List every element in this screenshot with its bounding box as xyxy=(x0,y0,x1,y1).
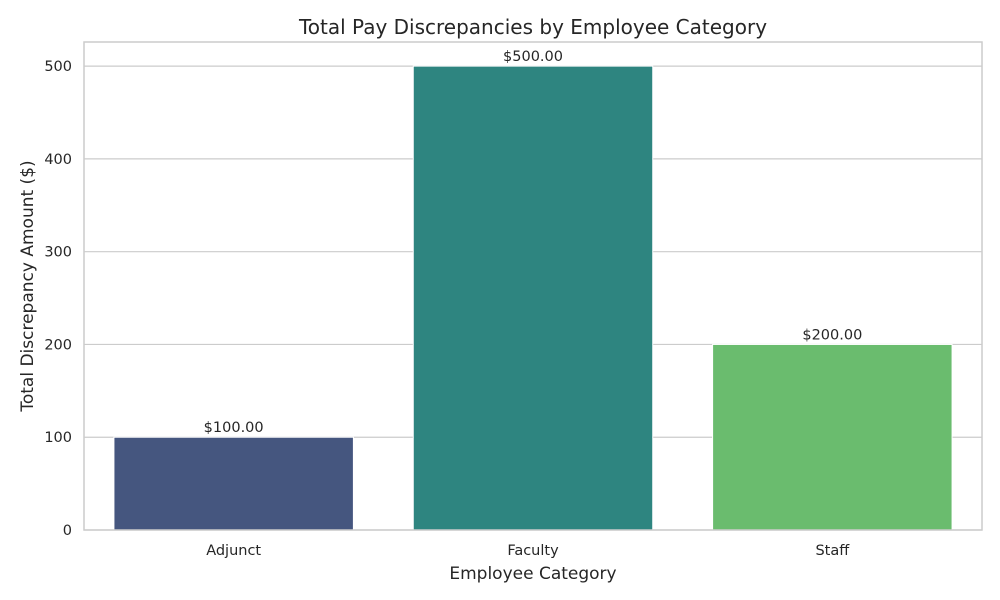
x-tick-label: Staff xyxy=(815,543,850,559)
y-tick-label: 200 xyxy=(44,337,72,353)
y-axis-label: Total Discrepancy Amount ($) xyxy=(18,160,38,412)
data-label-faculty: $500.00 xyxy=(503,49,563,65)
y-tick-label: 0 xyxy=(63,523,72,539)
data-label-adjunct: $100.00 xyxy=(204,420,264,436)
x-axis-label: Employee Category xyxy=(449,564,616,584)
bar-faculty xyxy=(412,65,654,531)
x-tick-label: Faculty xyxy=(507,543,559,559)
y-tick-label: 400 xyxy=(44,152,72,168)
y-tick-label: 500 xyxy=(44,59,72,75)
data-label-staff: $200.00 xyxy=(802,327,862,343)
x-tick-label: Adjunct xyxy=(206,543,261,559)
chart-title: Total Pay Discrepancies by Employee Cate… xyxy=(298,15,767,39)
x-axis-ticks: Adjunct Faculty Staff xyxy=(206,543,850,559)
bar-adjunct xyxy=(113,436,354,531)
y-axis-ticks: 0 100 200 300 400 500 xyxy=(44,59,72,539)
bars xyxy=(113,65,953,531)
bar-staff xyxy=(712,343,953,531)
plot-frame xyxy=(83,41,983,531)
y-tick-label: 100 xyxy=(44,430,72,446)
y-tick-label: 300 xyxy=(44,245,72,261)
data-labels: $100.00 $500.00 $200.00 xyxy=(204,49,863,436)
